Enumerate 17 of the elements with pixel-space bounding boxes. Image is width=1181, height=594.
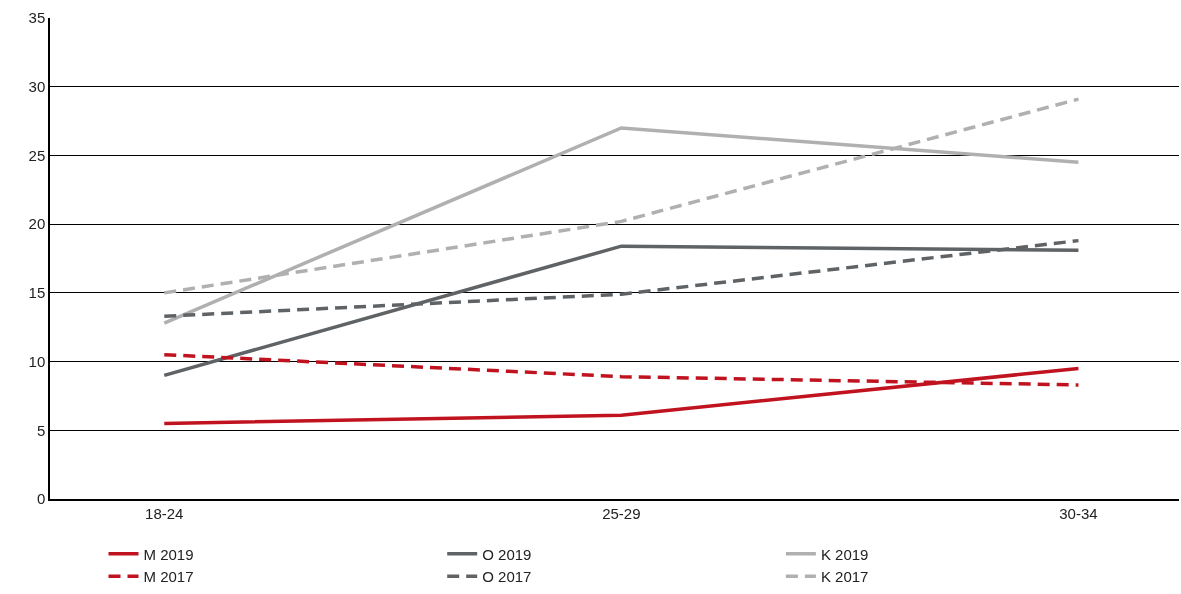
y-tick-label: 25 — [28, 146, 46, 164]
y-tick-label: 5 — [36, 421, 46, 439]
legend-label: M 2019 — [143, 545, 194, 563]
y-tick-label: 0 — [36, 490, 46, 508]
y-tick-label: 10 — [28, 352, 46, 370]
x-tick-label: 18-24 — [145, 504, 184, 522]
y-tick-label: 20 — [28, 215, 46, 233]
y-tick-label: 15 — [28, 284, 46, 302]
x-tick-label: 25-29 — [602, 504, 641, 522]
y-tick-label: 30 — [28, 77, 46, 95]
legend-label: K 2019 — [820, 545, 869, 563]
x-tick-label: 30-34 — [1059, 504, 1098, 522]
legend-label: K 2017 — [820, 568, 869, 586]
legend-label: O 2019 — [482, 545, 532, 563]
y-tick-label: 35 — [28, 9, 46, 27]
legend-label: O 2017 — [482, 568, 532, 586]
legend-label: M 2017 — [143, 568, 194, 586]
